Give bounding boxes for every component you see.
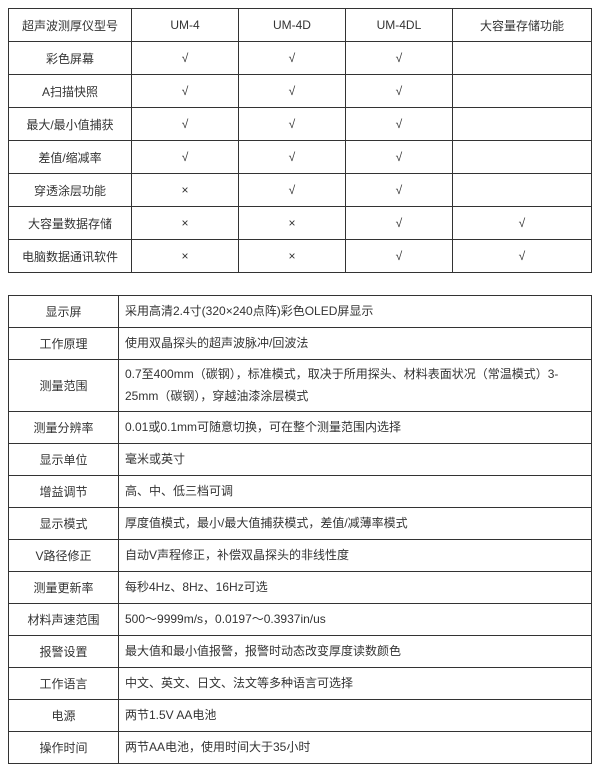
spec-label: 操作时间 xyxy=(9,732,119,764)
spec-value: 毫米或英寸 xyxy=(119,444,592,476)
feature-cell: × xyxy=(238,207,345,240)
spec-label: 材料声速范围 xyxy=(9,604,119,636)
spec-value: 使用双晶探头的超声波脉冲/回波法 xyxy=(119,328,592,360)
spec-value: 0.01或0.1mm可随意切换，可在整个测量范围内选择 xyxy=(119,412,592,444)
feature-cell xyxy=(452,141,591,174)
table-row: 测量范围0.7至400mm（碳钢），标准模式，取决于所用探头、材料表面状况（常温… xyxy=(9,360,592,412)
comparison-header-cell: 超声波测厚仪型号 xyxy=(9,9,132,42)
table-row: 差值/缩减率√√√ xyxy=(9,141,592,174)
feature-cell: √ xyxy=(345,174,452,207)
feature-cell xyxy=(452,75,591,108)
table-row: 电源两节1.5V AA电池 xyxy=(9,700,592,732)
feature-cell: √ xyxy=(345,42,452,75)
spec-value: 500～9999m/s，0.0197～0.3937in/us xyxy=(119,604,592,636)
spec-label: 报警设置 xyxy=(9,636,119,668)
feature-cell: × xyxy=(132,174,239,207)
spec-label: 工作原理 xyxy=(9,328,119,360)
feature-cell: √ xyxy=(238,141,345,174)
table-row: 显示模式厚度值模式，最小/最大值捕获模式，差值/减薄率模式 xyxy=(9,508,592,540)
spec-value: 两节AA电池，使用时间大于35小时 xyxy=(119,732,592,764)
feature-cell: × xyxy=(132,240,239,273)
spec-value: 采用高清2.4寸(320×240点阵)彩色OLED屏显示 xyxy=(119,296,592,328)
table-row: 穿透涂层功能×√√ xyxy=(9,174,592,207)
row-label: 最大/最小值捕获 xyxy=(9,108,132,141)
comparison-header-cell: UM-4 xyxy=(132,9,239,42)
feature-cell: √ xyxy=(452,207,591,240)
feature-cell: √ xyxy=(132,42,239,75)
row-label: 彩色屏幕 xyxy=(9,42,132,75)
row-label: 电脑数据通讯软件 xyxy=(9,240,132,273)
table-row: 显示单位毫米或英寸 xyxy=(9,444,592,476)
table-row: A扫描快照√√√ xyxy=(9,75,592,108)
spec-value: 中文、英文、日文、法文等多种语言可选择 xyxy=(119,668,592,700)
spec-value: 高、中、低三档可调 xyxy=(119,476,592,508)
spec-value: 自动V声程修正，补偿双晶探头的非线性度 xyxy=(119,540,592,572)
comparison-header-cell: UM-4D xyxy=(238,9,345,42)
table-row: V路径修正自动V声程修正，补偿双晶探头的非线性度 xyxy=(9,540,592,572)
spec-table: 显示屏采用高清2.4寸(320×240点阵)彩色OLED屏显示工作原理使用双晶探… xyxy=(8,295,592,764)
spec-label: 显示模式 xyxy=(9,508,119,540)
feature-cell: √ xyxy=(132,141,239,174)
feature-cell xyxy=(452,174,591,207)
spec-label: 测量分辨率 xyxy=(9,412,119,444)
table-row: 显示屏采用高清2.4寸(320×240点阵)彩色OLED屏显示 xyxy=(9,296,592,328)
table-row: 报警设置最大值和最小值报警，报警时动态改变厚度读数颜色 xyxy=(9,636,592,668)
table-row: 电脑数据通讯软件××√√ xyxy=(9,240,592,273)
spec-value: 最大值和最小值报警，报警时动态改变厚度读数颜色 xyxy=(119,636,592,668)
table-row: 工作原理使用双晶探头的超声波脉冲/回波法 xyxy=(9,328,592,360)
spec-label: 显示屏 xyxy=(9,296,119,328)
table-row: 测量更新率每秒4Hz、8Hz、16Hz可选 xyxy=(9,572,592,604)
row-label: A扫描快照 xyxy=(9,75,132,108)
feature-cell: × xyxy=(132,207,239,240)
feature-cell: √ xyxy=(238,108,345,141)
spec-label: 增益调节 xyxy=(9,476,119,508)
feature-cell: √ xyxy=(345,108,452,141)
feature-cell: √ xyxy=(452,240,591,273)
table-row: 工作语言中文、英文、日文、法文等多种语言可选择 xyxy=(9,668,592,700)
spec-label: 显示单位 xyxy=(9,444,119,476)
feature-cell xyxy=(452,108,591,141)
spec-label: V路径修正 xyxy=(9,540,119,572)
table-row: 材料声速范围500～9999m/s，0.0197～0.3937in/us xyxy=(9,604,592,636)
table-row: 测量分辨率0.01或0.1mm可随意切换，可在整个测量范围内选择 xyxy=(9,412,592,444)
feature-cell: √ xyxy=(345,141,452,174)
feature-cell: √ xyxy=(132,75,239,108)
comparison-table: 超声波测厚仪型号 UM-4 UM-4D UM-4DL 大容量存储功能 彩色屏幕√… xyxy=(8,8,592,273)
row-label: 大容量数据存储 xyxy=(9,207,132,240)
spec-label: 电源 xyxy=(9,700,119,732)
spec-value: 0.7至400mm（碳钢），标准模式，取决于所用探头、材料表面状况（常温模式）3… xyxy=(119,360,592,412)
feature-cell: √ xyxy=(345,240,452,273)
table-row: 彩色屏幕√√√ xyxy=(9,42,592,75)
row-label: 差值/缩减率 xyxy=(9,141,132,174)
spec-value: 两节1.5V AA电池 xyxy=(119,700,592,732)
feature-cell: × xyxy=(238,240,345,273)
spec-value: 每秒4Hz、8Hz、16Hz可选 xyxy=(119,572,592,604)
spec-label: 测量范围 xyxy=(9,360,119,412)
comparison-header-row: 超声波测厚仪型号 UM-4 UM-4D UM-4DL 大容量存储功能 xyxy=(9,9,592,42)
feature-cell xyxy=(452,42,591,75)
spec-value: 厚度值模式，最小/最大值捕获模式，差值/减薄率模式 xyxy=(119,508,592,540)
spec-label: 测量更新率 xyxy=(9,572,119,604)
feature-cell: √ xyxy=(238,75,345,108)
feature-cell: √ xyxy=(238,174,345,207)
feature-cell: √ xyxy=(345,75,452,108)
table-row: 大容量数据存储××√√ xyxy=(9,207,592,240)
comparison-header-cell: UM-4DL xyxy=(345,9,452,42)
feature-cell: √ xyxy=(345,207,452,240)
table-row: 增益调节高、中、低三档可调 xyxy=(9,476,592,508)
spec-label: 工作语言 xyxy=(9,668,119,700)
feature-cell: √ xyxy=(238,42,345,75)
feature-cell: √ xyxy=(132,108,239,141)
table-row: 最大/最小值捕获√√√ xyxy=(9,108,592,141)
comparison-header-cell: 大容量存储功能 xyxy=(452,9,591,42)
row-label: 穿透涂层功能 xyxy=(9,174,132,207)
table-row: 操作时间两节AA电池，使用时间大于35小时 xyxy=(9,732,592,764)
